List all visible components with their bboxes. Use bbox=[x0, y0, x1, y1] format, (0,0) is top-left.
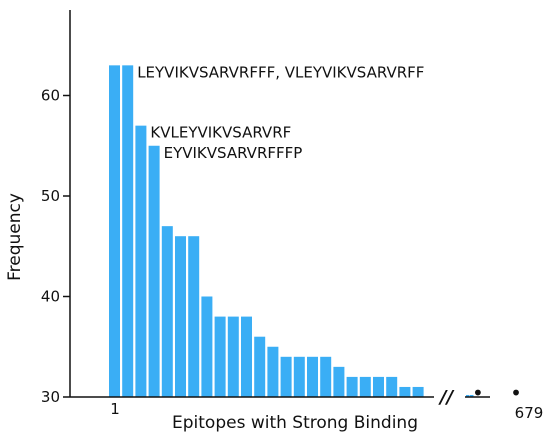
annotations: LEYVIKVSARVRFFF, VLEYVIKVSARVRFF KVLEYVIK… bbox=[137, 63, 424, 161]
bar bbox=[399, 386, 411, 397]
bar bbox=[333, 366, 345, 397]
bar bbox=[346, 376, 358, 397]
axis-break-symbol: // bbox=[438, 387, 455, 408]
y-tick-label: 30 bbox=[41, 388, 60, 406]
bar bbox=[201, 296, 213, 397]
bar bbox=[412, 386, 424, 397]
bar bbox=[161, 226, 173, 397]
bar bbox=[386, 376, 398, 397]
bar bbox=[241, 316, 252, 397]
bar bbox=[359, 376, 371, 397]
bar bbox=[214, 316, 226, 397]
x-tick-label-first: 1 bbox=[110, 400, 120, 418]
y-tick-label: 50 bbox=[41, 187, 60, 205]
bar bbox=[227, 316, 239, 397]
tail-bar bbox=[470, 394, 474, 397]
bar bbox=[307, 356, 318, 397]
bar bbox=[188, 236, 200, 397]
bars bbox=[109, 65, 424, 398]
x-ellipsis: • • • bbox=[472, 381, 550, 405]
bar-annotation: KVLEYVIKVSARVRF bbox=[150, 124, 291, 142]
bar bbox=[135, 125, 147, 398]
bar bbox=[280, 356, 292, 397]
y-tick-label: 40 bbox=[41, 288, 60, 306]
bar bbox=[254, 336, 266, 397]
bar bbox=[109, 65, 120, 397]
bar-annotation: LEYVIKVSARVRFFF, VLEYVIKVSARVRFF bbox=[137, 63, 424, 81]
bar bbox=[122, 65, 134, 397]
y-tick-label: 60 bbox=[41, 87, 60, 105]
bar bbox=[320, 356, 332, 397]
y-axis-title: Frequency bbox=[5, 193, 25, 281]
bar bbox=[267, 346, 279, 397]
tail-bars bbox=[466, 394, 474, 397]
tail-bar bbox=[466, 394, 470, 397]
y-ticks: 30 40 50 60 bbox=[41, 87, 70, 406]
bar bbox=[293, 356, 305, 397]
bar-annotation: EYVIKVSARVRFFFP bbox=[164, 144, 303, 162]
bar bbox=[373, 376, 384, 397]
bar bbox=[175, 236, 186, 397]
x-tick-label-last: 679 bbox=[515, 404, 544, 422]
bar bbox=[148, 145, 160, 397]
x-axis-title: Epitopes with Strong Binding bbox=[172, 413, 418, 433]
